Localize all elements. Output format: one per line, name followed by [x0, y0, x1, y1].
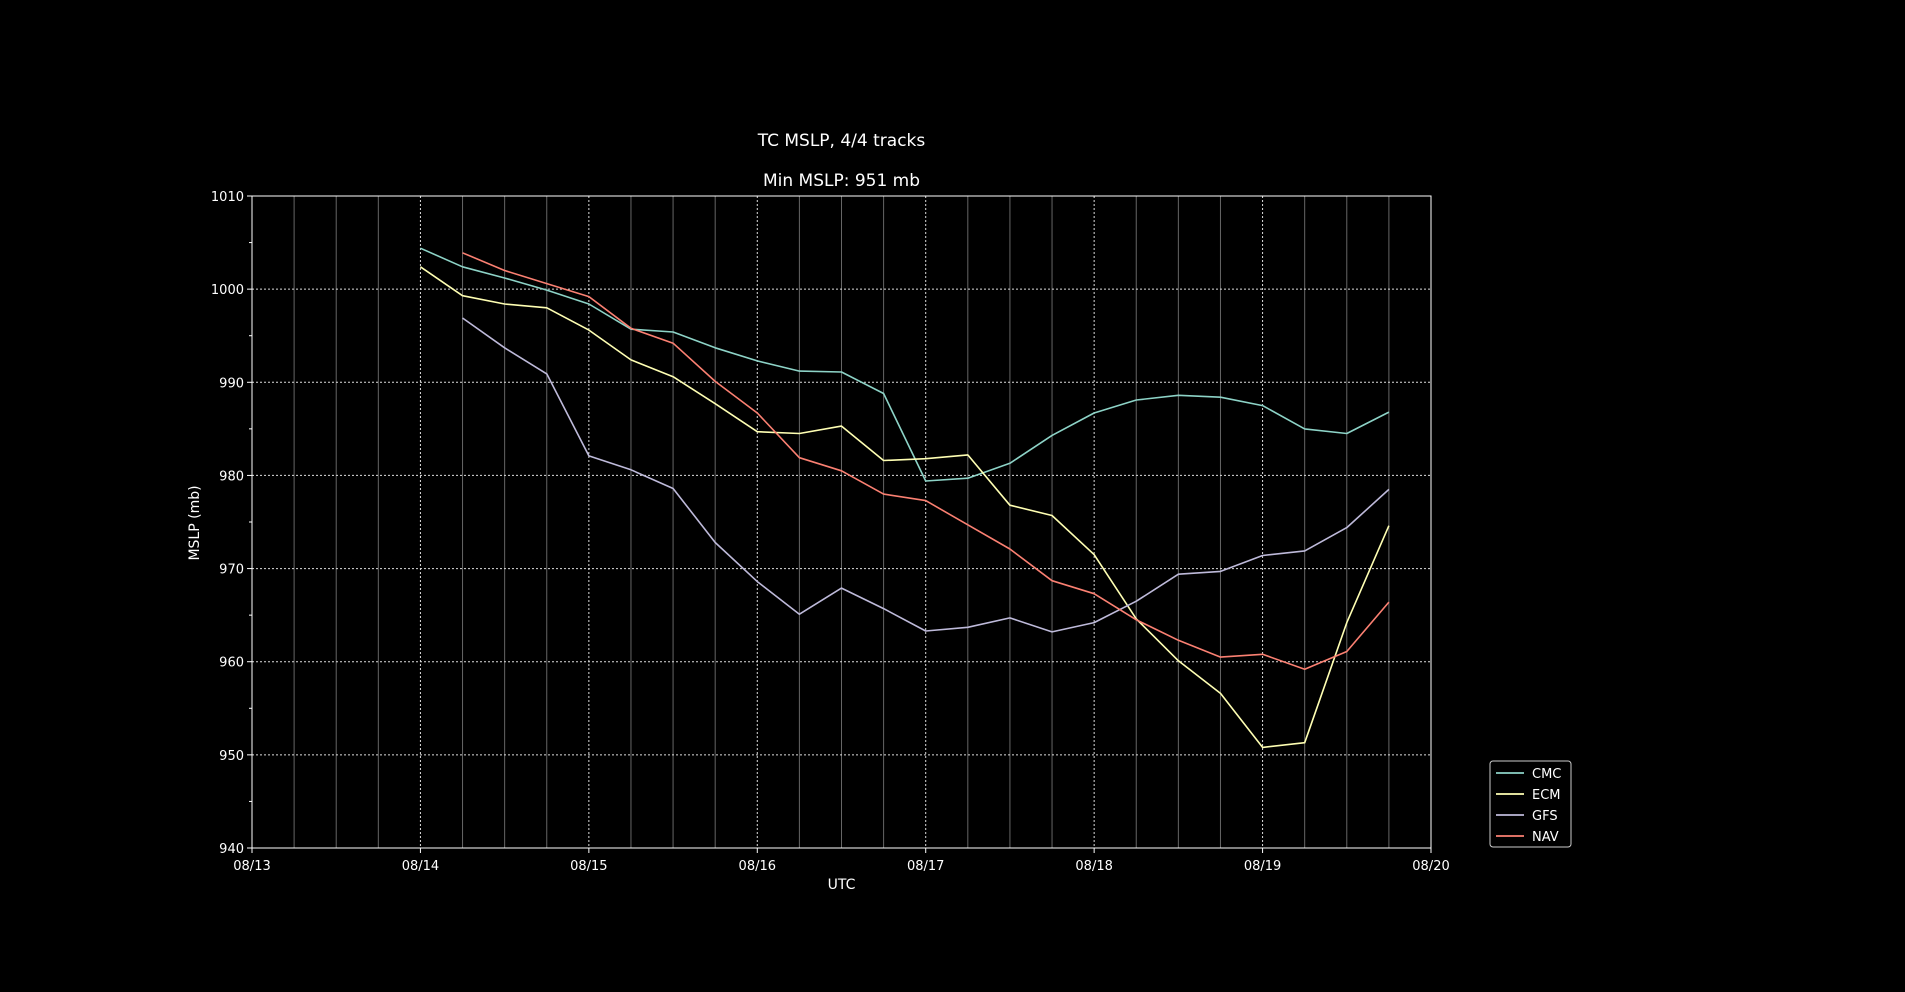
y-tick-label: 980	[219, 469, 244, 484]
x-tick-label: 08/19	[1244, 859, 1281, 874]
series-line-cmc	[420, 247, 1390, 482]
axes: 08/13 08/14 08/15 08/16 08/17 08/18 08/19 08/20…	[211, 190, 1450, 874]
y-tick-label: 970	[219, 563, 244, 578]
grid	[252, 196, 1431, 848]
x-tick-label: 08/17	[907, 859, 944, 874]
x-tick-label: 08/15	[570, 859, 607, 874]
x-tick-label: 08/20	[1412, 859, 1449, 874]
legend: CMC ECM GFS NAV	[1489, 760, 1572, 848]
x-tick-label: 08/16	[739, 859, 776, 874]
x-tick-label: 08/14	[402, 859, 439, 874]
chart-subtitle: Min MSLP: 951 mb	[763, 171, 920, 191]
x-tick-label: 08/18	[1075, 859, 1112, 874]
plot-frame	[251, 195, 1432, 849]
y-tick-label: 1000	[211, 283, 244, 298]
legend-label: CMC	[1532, 767, 1561, 782]
chart-title: TC MSLP, 4/4 tracks	[757, 131, 926, 151]
x-axis-label: UTC	[828, 877, 856, 893]
y-tick-label: 960	[219, 656, 244, 671]
series-line-nav	[462, 252, 1390, 671]
y-tick-label: 950	[219, 749, 244, 764]
y-axis-label: MSLP (mb)	[187, 485, 203, 560]
y-tick-label: 940	[219, 842, 244, 857]
legend-label: GFS	[1532, 809, 1558, 824]
legend-box	[1489, 760, 1572, 848]
series-line-ecm	[419, 266, 1390, 749]
y-tick-label: 990	[219, 376, 244, 391]
series-line-gfs	[462, 317, 1390, 633]
series	[419, 247, 1390, 749]
y-tick-label: 1010	[211, 190, 244, 205]
legend-label: NAV	[1532, 830, 1559, 845]
x-tick-label: 08/13	[233, 859, 270, 874]
legend-label: ECM	[1532, 788, 1561, 803]
